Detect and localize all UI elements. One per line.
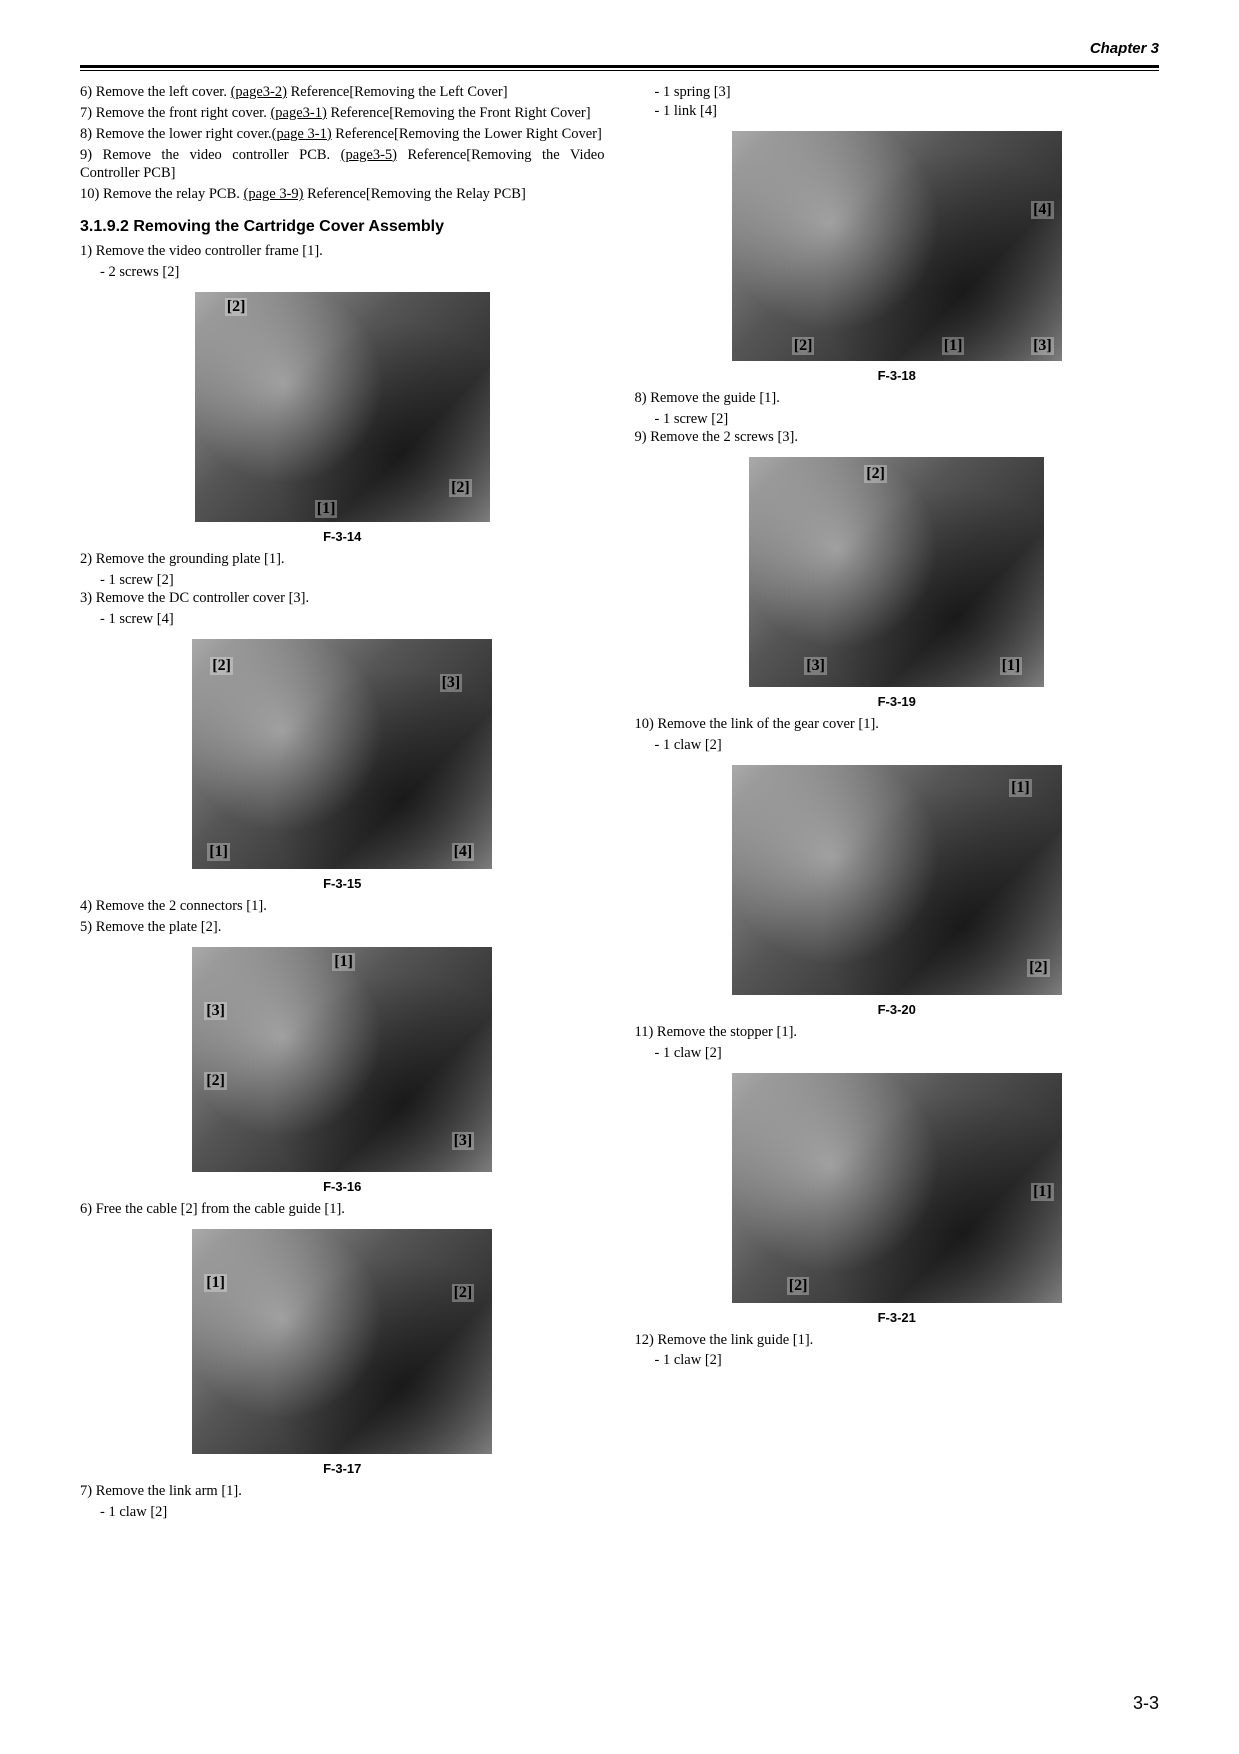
figure-label: F-3-19 — [635, 694, 1160, 709]
figure-label: F-3-21 — [635, 1310, 1160, 1325]
proc-8: 8) Remove the guide [1]. — [635, 389, 1160, 408]
proc-2a: - 1 screw [2] — [80, 571, 605, 590]
proc-2: 2) Remove the grounding plate [1]. — [80, 550, 605, 569]
proc-7a: - 1 claw [2] — [80, 1503, 605, 1522]
figure-19-wrap: [2] [3] [1] F-3-19 — [635, 457, 1160, 709]
proc-10a: - 1 claw [2] — [635, 736, 1160, 755]
figure-20-wrap: [1] [2] F-3-20 — [635, 765, 1160, 1017]
figure-18: [4] [2] [1] [3] — [732, 131, 1062, 361]
page-link[interactable]: (page3-5) — [341, 147, 397, 163]
figure-18-wrap: [4] [2] [1] [3] F-3-18 — [635, 131, 1160, 383]
callout-3: [3] — [1031, 337, 1054, 355]
callout-2: [2] — [452, 1284, 475, 1302]
callout-2: [2] — [787, 1277, 810, 1295]
proc-12: 12) Remove the link guide [1]. — [635, 1331, 1160, 1350]
figure-label: F-3-17 — [80, 1461, 605, 1476]
callout-2: [2] — [225, 298, 248, 316]
proc-11a: - 1 claw [2] — [635, 1044, 1160, 1063]
page-link[interactable]: (page3-2) — [231, 84, 287, 100]
figure-17-wrap: [1] [2] F-3-17 — [80, 1229, 605, 1476]
section-title: 3.1.9.2 Removing the Cartridge Cover Ass… — [80, 218, 605, 236]
step-text: 6) Remove the left cover. — [80, 84, 231, 100]
proc-6: 6) Free the cable [2] from the cable gui… — [80, 1200, 605, 1219]
callout-2: [2] — [1027, 959, 1050, 977]
proc-1: 1) Remove the video controller frame [1]… — [80, 242, 605, 261]
callout-2: [2] — [204, 1072, 227, 1090]
figure-label: F-3-15 — [80, 876, 605, 891]
page-number: 3-3 — [1133, 1693, 1159, 1714]
callout-2: [2] — [449, 479, 472, 497]
proc-3a: - 1 screw [4] — [80, 610, 605, 629]
callout-3: [3] — [804, 657, 827, 675]
callout-3: [3] — [440, 674, 463, 692]
callout-1: [1] — [207, 843, 230, 861]
proc-7: 7) Remove the link arm [1]. — [80, 1482, 605, 1501]
callout-2: [2] — [210, 657, 233, 675]
figure-label: F-3-18 — [635, 368, 1160, 383]
step-9: 9) Remove the video controller PCB. (pag… — [80, 146, 605, 184]
right-column: - 1 spring [3] - 1 link [4] [4] [2] [1] … — [635, 83, 1160, 1521]
figure-label: F-3-16 — [80, 1179, 605, 1194]
callout-2: [2] — [864, 465, 887, 483]
figure-14: [2] [2] [1] — [195, 292, 490, 522]
figure-16: [1] [3] [2] [3] — [192, 947, 492, 1172]
callout-1: [1] — [1031, 1183, 1054, 1201]
callout-1: [1] — [315, 500, 338, 518]
step-text: 10) Remove the relay PCB. — [80, 186, 244, 202]
callout-1: [1] — [942, 337, 965, 355]
proc-3: 3) Remove the DC controller cover [3]. — [80, 589, 605, 608]
step-text: 7) Remove the front right cover. — [80, 105, 270, 121]
callout-4: [4] — [1031, 201, 1054, 219]
proc-4: 4) Remove the 2 connectors [1]. — [80, 897, 605, 916]
callout-1: [1] — [1009, 779, 1032, 797]
left-column: 6) Remove the left cover. (page3-2) Refe… — [80, 83, 605, 1521]
step-7: 7) Remove the front right cover. (page3-… — [80, 104, 605, 123]
proc-11: 11) Remove the stopper [1]. — [635, 1023, 1160, 1042]
figure-16-wrap: [1] [3] [2] [3] F-3-16 — [80, 947, 605, 1194]
callout-1: [1] — [332, 953, 355, 971]
step-text: Reference[Removing the Relay PCB] — [304, 186, 526, 202]
page-link[interactable]: (page 3-1) — [272, 126, 332, 142]
step-6: 6) Remove the left cover. (page3-2) Refe… — [80, 83, 605, 102]
callout-3: [3] — [452, 1132, 475, 1150]
step-8: 8) Remove the lower right cover.(page 3-… — [80, 125, 605, 144]
step-text: Reference[Removing the Lower Right Cover… — [332, 126, 602, 142]
page-link[interactable]: (page 3-9) — [244, 186, 304, 202]
proc-1a: - 2 screws [2] — [80, 263, 605, 282]
figure-20: [1] [2] — [732, 765, 1062, 995]
proc-9: 9) Remove the 2 screws [3]. — [635, 428, 1160, 447]
step-text: 9) Remove the video controller PCB. — [80, 147, 341, 163]
right-sub-link: - 1 link [4] — [635, 102, 1160, 121]
proc-8a: - 1 screw [2] — [635, 410, 1160, 429]
figure-label: F-3-14 — [80, 529, 605, 544]
proc-10: 10) Remove the link of the gear cover [1… — [635, 715, 1160, 734]
proc-12a: - 1 claw [2] — [635, 1351, 1160, 1370]
figure-21-wrap: [1] [2] F-3-21 — [635, 1073, 1160, 1325]
callout-1: [1] — [204, 1274, 227, 1292]
figure-15: [2] [3] [1] [4] — [192, 639, 492, 869]
step-text: Reference[Removing the Left Cover] — [287, 84, 508, 100]
step-text: 8) Remove the lower right cover. — [80, 126, 272, 142]
figure-label: F-3-20 — [635, 1002, 1160, 1017]
figure-15-wrap: [2] [3] [1] [4] F-3-15 — [80, 639, 605, 891]
callout-4: [4] — [452, 843, 475, 861]
figure-21: [1] [2] — [732, 1073, 1062, 1303]
step-10: 10) Remove the relay PCB. (page 3-9) Ref… — [80, 185, 605, 204]
header-divider — [80, 65, 1159, 71]
callout-3: [3] — [204, 1002, 227, 1020]
figure-19: [2] [3] [1] — [749, 457, 1044, 687]
step-text: Reference[Removing the Front Right Cover… — [327, 105, 591, 121]
right-sub-spring: - 1 spring [3] — [635, 83, 1160, 102]
figure-17: [1] [2] — [192, 1229, 492, 1454]
callout-1: [1] — [1000, 657, 1023, 675]
callout-2: [2] — [792, 337, 815, 355]
chapter-header: Chapter 3 — [80, 40, 1159, 57]
page-link[interactable]: (page3-1) — [270, 105, 326, 121]
proc-5: 5) Remove the plate [2]. — [80, 918, 605, 937]
content-columns: 6) Remove the left cover. (page3-2) Refe… — [80, 83, 1159, 1521]
figure-14-wrap: [2] [2] [1] F-3-14 — [80, 292, 605, 544]
